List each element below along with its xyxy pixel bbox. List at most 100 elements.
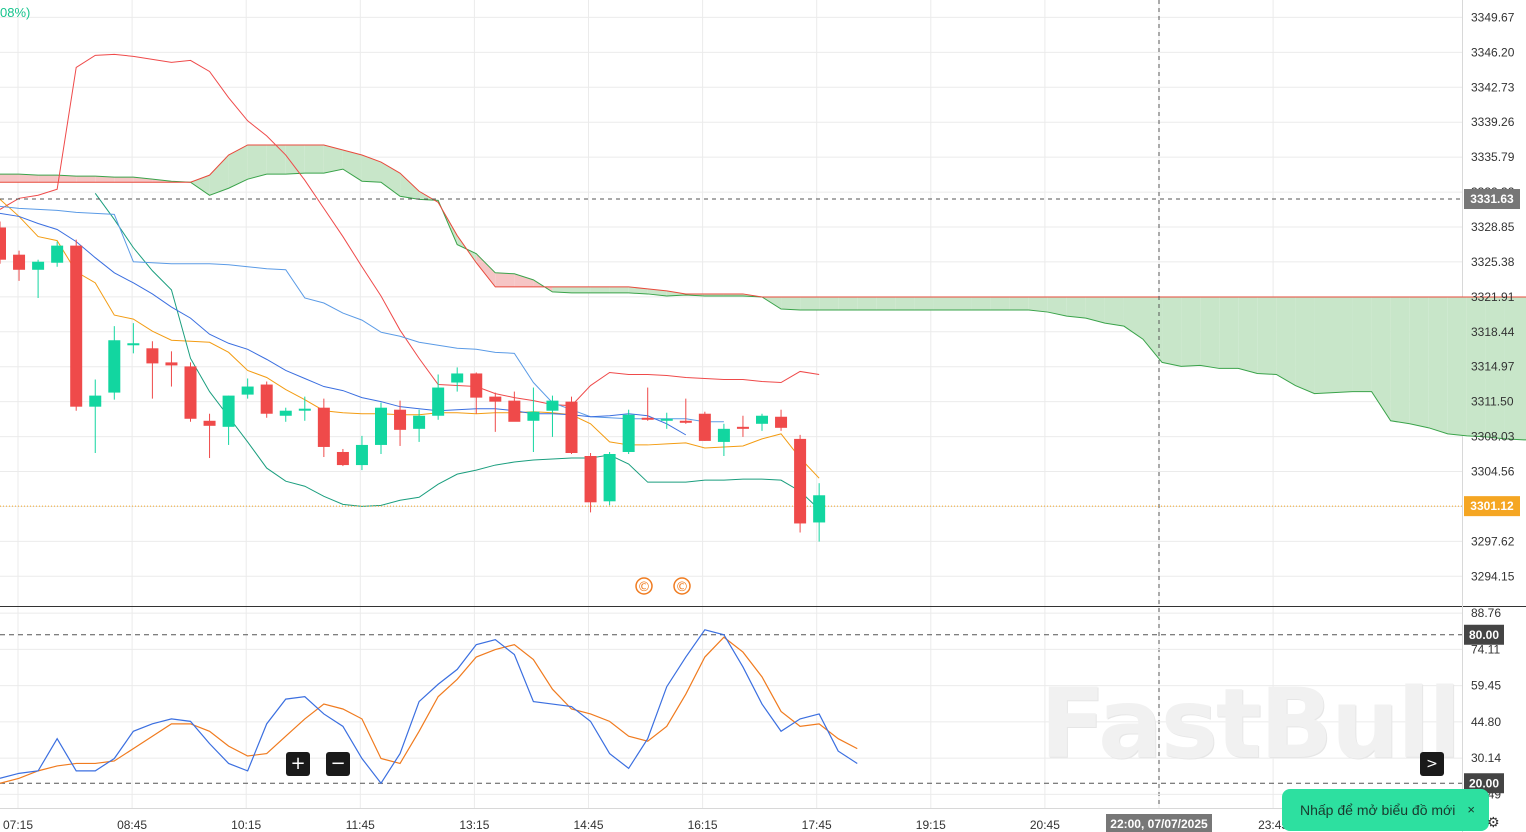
time-tick-label: 20:45 <box>1030 818 1060 832</box>
time-tick-label: 19:15 <box>916 818 946 832</box>
cloud-segment <box>1295 296 1315 394</box>
kijun-line <box>0 205 724 423</box>
price-tick-label: 3314.97 <box>1471 360 1515 374</box>
cloud-segment <box>1485 296 1505 439</box>
bollinger-lower-line <box>94 192 820 510</box>
candle-body <box>736 426 749 429</box>
time-axis: 07:15 08:45 10:15 11:45 13:15 14:45 16:15 17:45… <box>3 814 1288 832</box>
candle-body <box>394 409 407 430</box>
cloud-segment <box>1333 296 1353 393</box>
cloud-segment <box>342 149 362 182</box>
stoch-d-line <box>0 636 858 784</box>
candle-body <box>679 420 692 423</box>
toast-label: Nhấp để mở biểu đồ mới <box>1300 802 1456 818</box>
candlesticks <box>0 221 826 542</box>
cloud-segment <box>838 296 858 311</box>
cloud-segment <box>1238 296 1258 374</box>
last-price-tag <box>1464 496 1520 517</box>
cloud-segment <box>1028 296 1048 313</box>
cloud-segment <box>19 174 39 183</box>
candle-body <box>717 428 730 442</box>
cloud-segment <box>400 173 420 200</box>
cloud-segment <box>895 296 915 311</box>
cloud-segment <box>1466 296 1486 437</box>
candle-body <box>603 453 616 502</box>
candle-body <box>622 414 635 452</box>
time-tick-label: 16:15 <box>688 818 718 832</box>
open-new-chart-toast[interactable]: Nhấp để mở biểu đồ mới × <box>1282 789 1489 831</box>
cloud-segment <box>1447 296 1467 436</box>
candle-body <box>336 451 349 466</box>
candle-body <box>260 384 273 414</box>
price-tick-label: 3325.38 <box>1471 255 1515 269</box>
candle-body <box>660 418 673 421</box>
price-change-text: 08%) <box>0 5 31 20</box>
candle-body <box>317 407 330 447</box>
price-tick-label: 3321.91 <box>1471 290 1515 304</box>
time-tick-label: 13:15 <box>459 818 489 832</box>
candle-body <box>375 407 387 445</box>
candle-body <box>775 416 788 428</box>
cloud-segment <box>819 296 839 311</box>
candle-body <box>298 408 311 411</box>
candle-body <box>546 400 559 411</box>
cloud-segment <box>1257 296 1277 375</box>
candle-body <box>756 415 768 424</box>
price-tick-label: 3342.73 <box>1471 80 1515 94</box>
cloud-segment <box>1009 296 1029 311</box>
gear-icon[interactable]: ⚙ <box>1487 815 1500 831</box>
cloud-segment <box>933 296 953 311</box>
cloud-segment <box>1104 296 1124 327</box>
price-tick-label: 3304.56 <box>1471 465 1515 479</box>
cloud-segment <box>495 272 515 287</box>
cloud-segment <box>1123 296 1143 340</box>
toast-close-icon[interactable]: × <box>1467 802 1475 817</box>
cloud-segment <box>476 253 496 287</box>
price-tick-label: 3294.15 <box>1471 569 1515 583</box>
event-markers[interactable]: © © <box>635 577 691 595</box>
candle-body <box>184 366 197 419</box>
cloud-segment <box>1162 296 1182 367</box>
cloud-segment <box>190 175 210 196</box>
cloud-segment <box>361 155 381 183</box>
time-tick-label: 11:45 <box>346 818 375 832</box>
candle-body <box>127 343 140 346</box>
cloud-segment <box>1504 296 1524 440</box>
scroll-right-button[interactable]: > <box>1420 752 1444 776</box>
cloud-segment <box>1219 296 1239 369</box>
cloud-segment <box>1143 296 1163 363</box>
crosshair-price-tag <box>1464 189 1520 210</box>
candle-body <box>108 340 121 393</box>
time-tick-label: 17:45 <box>802 818 832 832</box>
price-tick-label: 3328.85 <box>1471 220 1515 234</box>
candle-body <box>470 373 483 398</box>
stoch-tick-label: 59.45 <box>1471 679 1501 693</box>
zoom-in-button[interactable]: + <box>286 752 310 776</box>
candle-body <box>51 245 64 263</box>
cloud-segment <box>857 296 877 311</box>
last-price-label: 3301.12 <box>1470 499 1514 513</box>
time-tick-label: 07:15 <box>3 818 33 832</box>
zoom-out-button[interactable]: − <box>326 752 350 776</box>
cloud-segment <box>1428 296 1448 434</box>
price-tick-label: 3335.79 <box>1471 150 1515 164</box>
stoch-level-label: 20.00 <box>1469 776 1499 790</box>
cloud-segment <box>800 296 820 311</box>
cloud-segment <box>57 175 77 183</box>
cloud-segment <box>1066 296 1086 319</box>
event-marker-glyph: © <box>676 580 689 595</box>
cloud-segment <box>1371 296 1391 421</box>
price-tick-label: 3308.03 <box>1471 430 1515 444</box>
stoch-level-tag <box>1464 773 1504 794</box>
cloud-segment <box>304 144 324 174</box>
cloud-span-b-line <box>0 144 1526 298</box>
stoch-level-tag <box>1464 624 1504 645</box>
cloud-segment <box>323 144 343 174</box>
candle-body <box>489 396 502 402</box>
stoch-tick-label: 74.11 <box>1471 642 1500 656</box>
cloud-segment <box>38 175 58 183</box>
time-tick-label: 23:45 <box>1258 818 1288 832</box>
time-tick-label: 10:15 <box>231 818 261 832</box>
